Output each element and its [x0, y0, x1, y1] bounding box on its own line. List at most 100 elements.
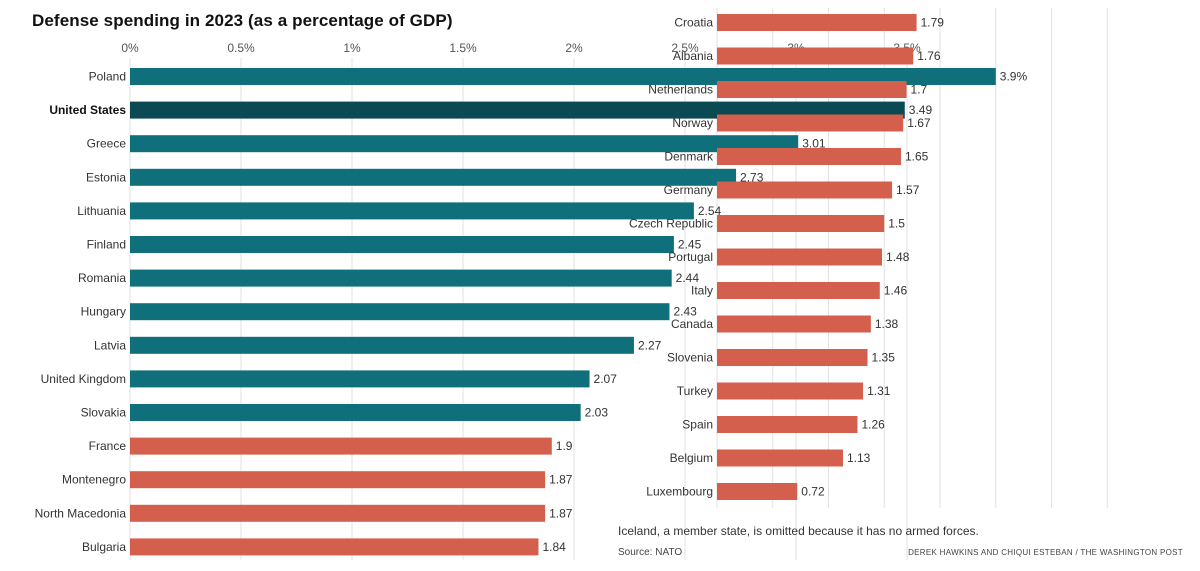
bar-poland [130, 68, 996, 85]
x-tick-label: 1% [343, 41, 361, 55]
value-label-italy: 1.46 [884, 284, 908, 298]
value-label-slovakia: 2.03 [585, 406, 609, 420]
category-label-hungary: Hungary [81, 305, 126, 319]
value-label-germany: 1.57 [896, 183, 920, 197]
credit-line: DEREK HAWKINS AND CHIQUI ESTEBAN / THE W… [908, 548, 1183, 557]
category-label-lithuania: Lithuania [77, 204, 126, 218]
category-label-turkey: Turkey [677, 384, 713, 398]
bar-germany [717, 181, 893, 199]
category-label-czech-republic: Czech Republic [629, 217, 713, 231]
bar-norway [717, 114, 904, 132]
bar-slovakia [130, 404, 581, 421]
value-label-lithuania: 2.54 [698, 204, 722, 218]
category-label-luxembourg: Luxembourg [646, 485, 713, 499]
bar-bulgaria [130, 538, 539, 556]
bars [130, 14, 996, 556]
value-label-north-macedonia: 1.87 [549, 506, 573, 520]
x-tick-label: 2% [565, 41, 583, 55]
value-label-latvia: 2.27 [638, 338, 662, 352]
bar-labels: Poland 3.9% United States 3.49 Greece 3.01 Est… [35, 16, 1028, 554]
category-label-france: France [89, 439, 127, 453]
value-label-united-states: 3.49 [909, 103, 933, 117]
bar-spain [717, 416, 858, 433]
bar-turkey [717, 382, 864, 400]
bar-canada [717, 315, 871, 333]
value-label-france: 1.9 [556, 439, 573, 453]
value-label-poland: 3.9% [1000, 70, 1028, 84]
bar-croatia [717, 14, 917, 31]
category-label-united-kingdom: United Kingdom [41, 372, 126, 386]
x-tick-label: 0.5% [227, 41, 255, 55]
value-label-spain: 1.26 [861, 418, 885, 432]
chart-title: Defense spending in 2023 (as a percentag… [32, 11, 453, 30]
category-label-slovakia: Slovakia [81, 406, 127, 420]
category-label-netherlands: Netherlands [648, 83, 713, 97]
bar-estonia [130, 168, 737, 186]
value-label-hungary: 2.43 [673, 305, 697, 319]
x-tick-label: 2.5% [671, 41, 699, 55]
category-label-poland: Poland [89, 70, 126, 84]
category-label-montenegro: Montenegro [62, 473, 126, 487]
value-label-albania: 1.76 [917, 49, 941, 63]
category-label-latvia: Latvia [94, 338, 126, 352]
category-label-croatia: Croatia [674, 16, 713, 30]
bar-latvia [130, 336, 634, 354]
value-label-bulgaria: 1.84 [542, 540, 566, 554]
bar-belgium [717, 449, 843, 467]
x-tick-label: 0% [121, 41, 139, 55]
value-label-slovenia: 1.35 [872, 351, 896, 365]
category-label-norway: Norway [672, 116, 713, 130]
bar-france [130, 437, 552, 455]
category-label-estonia: Estonia [86, 170, 126, 184]
value-label-canada: 1.38 [875, 317, 899, 331]
x-tick-label: 1.5% [449, 41, 477, 55]
bar-montenegro [130, 471, 546, 489]
value-label-estonia: 2.73 [740, 170, 764, 184]
category-label-romania: Romania [78, 271, 126, 285]
value-label-finland: 2.45 [678, 238, 702, 252]
category-label-italy: Italy [691, 284, 713, 298]
value-label-romania: 2.44 [676, 271, 700, 285]
category-label-germany: Germany [664, 183, 713, 197]
value-label-united-kingdom: 2.07 [594, 372, 618, 386]
value-label-montenegro: 1.87 [549, 473, 573, 487]
category-label-spain: Spain [682, 418, 713, 432]
value-label-denmark: 1.65 [905, 150, 929, 164]
bar-united-states [130, 101, 905, 119]
bar-italy [717, 282, 880, 299]
bar-czech-republic [717, 215, 885, 232]
bar-north-macedonia [130, 504, 546, 522]
bar-portugal [717, 248, 883, 266]
category-label-belgium: Belgium [670, 451, 713, 465]
category-label-united-states: United States [49, 103, 126, 117]
bar-lithuania [130, 202, 694, 220]
value-label-turkey: 1.31 [867, 384, 891, 398]
category-label-denmark: Denmark [664, 150, 714, 164]
bar-greece [130, 135, 799, 153]
category-label-canada: Canada [671, 317, 713, 331]
category-label-bulgaria: Bulgaria [82, 540, 126, 554]
source-note: Source: NATO [618, 547, 683, 558]
value-label-greece: 3.01 [802, 137, 826, 151]
value-label-portugal: 1.48 [886, 250, 910, 264]
category-label-finland: Finland [87, 238, 126, 252]
bar-slovenia [717, 349, 868, 366]
bar-united-kingdom [130, 370, 590, 388]
bar-romania [130, 269, 672, 287]
value-label-belgium: 1.13 [847, 451, 871, 465]
value-label-czech-republic: 1.5 [888, 217, 905, 231]
footnote: Iceland, a member state, is omitted beca… [618, 524, 979, 538]
bar-denmark [717, 148, 901, 165]
value-label-norway: 1.67 [907, 116, 931, 130]
bar-albania [717, 47, 914, 65]
value-label-netherlands: 1.7 [911, 83, 928, 97]
category-label-north-macedonia: North Macedonia [35, 506, 127, 520]
category-label-greece: Greece [87, 137, 127, 151]
bar-finland [130, 236, 674, 253]
category-label-portugal: Portugal [668, 250, 713, 264]
category-label-slovenia: Slovenia [667, 351, 713, 365]
category-label-albania: Albania [673, 49, 713, 63]
value-label-croatia: 1.79 [921, 16, 945, 30]
value-label-luxembourg: 0.72 [801, 485, 825, 499]
